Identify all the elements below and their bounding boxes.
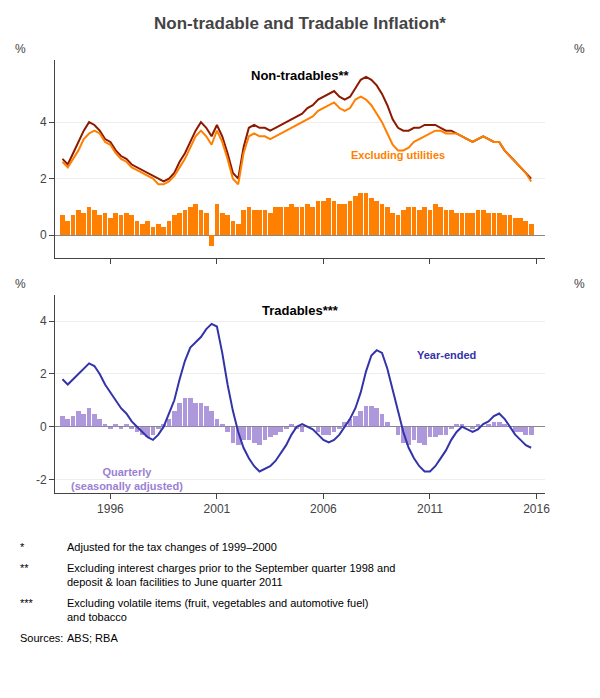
svg-text:%: %	[574, 42, 585, 56]
svg-text:%: %	[574, 277, 585, 291]
svg-text:Excluding volatile items (frui: Excluding volatile items (fruit, vegetab…	[67, 597, 368, 623]
svg-text:Year-ended: Year-ended	[417, 349, 476, 361]
svg-text:Adjusted for the tax changes o: Adjusted for the tax changes of 1999–200…	[67, 541, 277, 553]
svg-text:2001: 2001	[204, 502, 231, 516]
svg-text:4: 4	[40, 314, 47, 328]
svg-text:0: 0	[40, 228, 47, 242]
svg-text:Sources:: Sources:	[20, 632, 63, 644]
svg-text:4: 4	[40, 115, 47, 129]
svg-text:Excluding utilities: Excluding utilities	[351, 149, 445, 161]
svg-text:%: %	[15, 277, 26, 291]
svg-text:Excluding interest charges pri: Excluding interest charges prior to the …	[67, 562, 395, 588]
svg-text:1996: 1996	[97, 502, 124, 516]
svg-text:2: 2	[40, 172, 47, 186]
svg-text:2016: 2016	[523, 502, 550, 516]
svg-text:ABS; RBA: ABS; RBA	[67, 632, 118, 644]
svg-text:Quarterly(seasonally adjusted): Quarterly(seasonally adjusted)	[71, 466, 183, 492]
svg-text:2: 2	[40, 367, 47, 381]
svg-text:***: ***	[20, 597, 34, 609]
svg-text:Non-tradables**: Non-tradables**	[251, 68, 349, 83]
svg-text:**: **	[20, 562, 29, 574]
svg-text:2011: 2011	[417, 502, 443, 516]
svg-text:0: 0	[40, 420, 47, 434]
svg-text:*: *	[20, 541, 25, 553]
svg-text:%: %	[15, 42, 26, 56]
svg-text:2006: 2006	[310, 502, 337, 516]
svg-text:Non-tradable and Tradable Infl: Non-tradable and Tradable Inflation*	[154, 14, 446, 33]
svg-text:Tradables***: Tradables***	[262, 303, 339, 318]
svg-text:-2: -2	[36, 473, 47, 487]
